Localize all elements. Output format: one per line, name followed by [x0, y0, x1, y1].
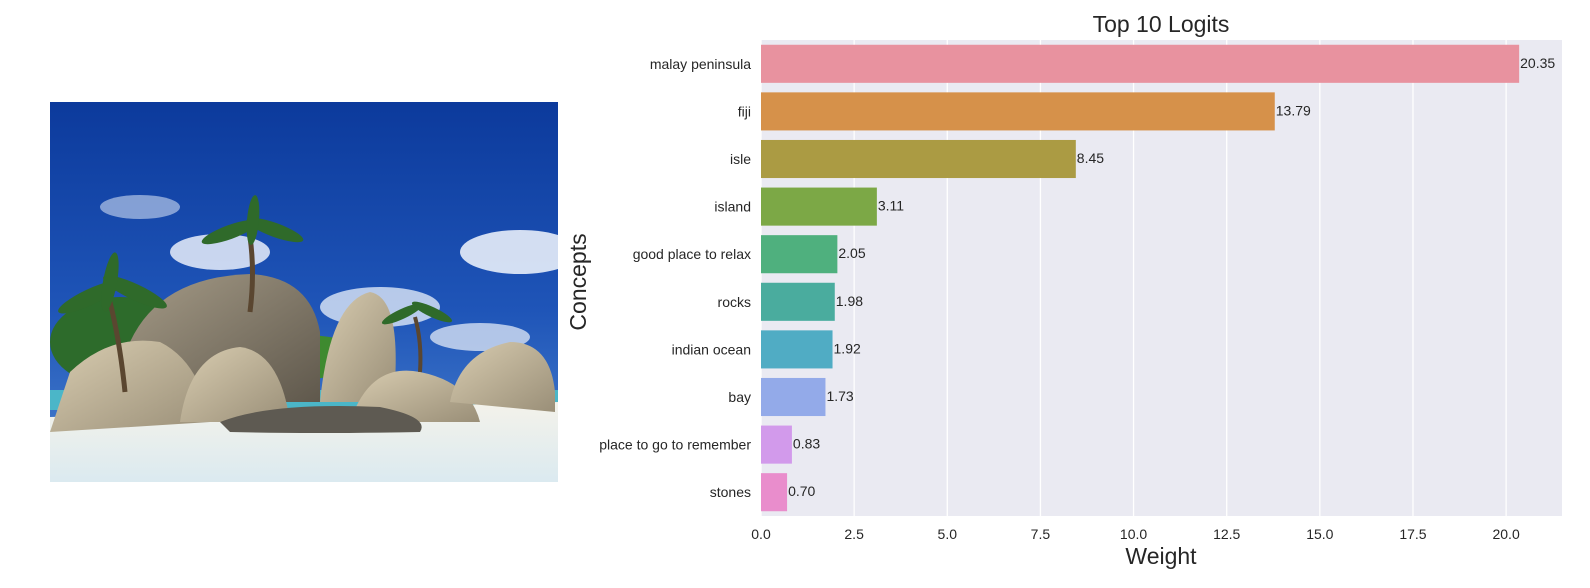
- value-labels: 20.35 13.79 8.45 3.11 2.05 1.98 1.92 1.73 0.83 0.…: [788, 55, 1555, 499]
- value-label: 2.05: [838, 245, 865, 261]
- category-label: indian ocean: [672, 341, 751, 357]
- x-tick-label: 2.5: [844, 526, 864, 542]
- bar: [761, 330, 833, 369]
- value-label: 3.11: [878, 198, 904, 214]
- x-tick-label: 0.0: [751, 526, 771, 542]
- bar: [761, 139, 1076, 179]
- category-label: fiji: [738, 103, 751, 119]
- value-label: 0.70: [788, 483, 815, 499]
- bars: [761, 44, 1520, 512]
- x-tick-label: 17.5: [1399, 526, 1426, 542]
- value-label: 1.73: [826, 388, 853, 404]
- category-labels: malay peninsula fiji isle island good place …: [599, 56, 751, 500]
- bar: [761, 235, 838, 274]
- x-tick-label: 15.0: [1306, 526, 1333, 542]
- bar: [761, 44, 1520, 83]
- x-tick-label: 7.5: [1031, 526, 1051, 542]
- y-axis-title: Concepts: [565, 233, 591, 330]
- value-label: 1.98: [836, 293, 863, 309]
- bar: [761, 377, 826, 417]
- bar: [761, 425, 792, 464]
- bar: [761, 282, 835, 321]
- category-label: bay: [728, 389, 751, 405]
- chart-title: Top 10 Logits: [1093, 11, 1230, 37]
- value-label: 20.35: [1520, 55, 1555, 71]
- value-label: 13.79: [1276, 102, 1311, 118]
- category-label: place to go to remember: [599, 437, 751, 453]
- bar: [761, 473, 788, 512]
- category-label: good place to relax: [633, 246, 751, 262]
- x-tick-label: 10.0: [1120, 526, 1147, 542]
- x-tick-label: 20.0: [1492, 526, 1519, 542]
- bar: [761, 187, 877, 226]
- category-label: isle: [730, 151, 751, 167]
- x-axis-title: Weight: [1125, 543, 1197, 569]
- value-label: 1.92: [834, 340, 861, 356]
- category-label: stones: [710, 484, 751, 500]
- x-tick-label: 12.5: [1213, 526, 1240, 542]
- value-label: 8.45: [1077, 150, 1104, 166]
- value-label: 0.83: [793, 436, 820, 452]
- bar: [761, 92, 1275, 131]
- x-tick-labels: 0.0 2.5 5.0 7.5 10.0 12.5 15.0 17.5 20.0: [751, 526, 1520, 542]
- category-label: island: [714, 199, 751, 215]
- category-label: rocks: [718, 294, 751, 310]
- category-label: malay peninsula: [650, 56, 751, 72]
- beach-photo: [50, 102, 558, 482]
- x-tick-label: 5.0: [938, 526, 958, 542]
